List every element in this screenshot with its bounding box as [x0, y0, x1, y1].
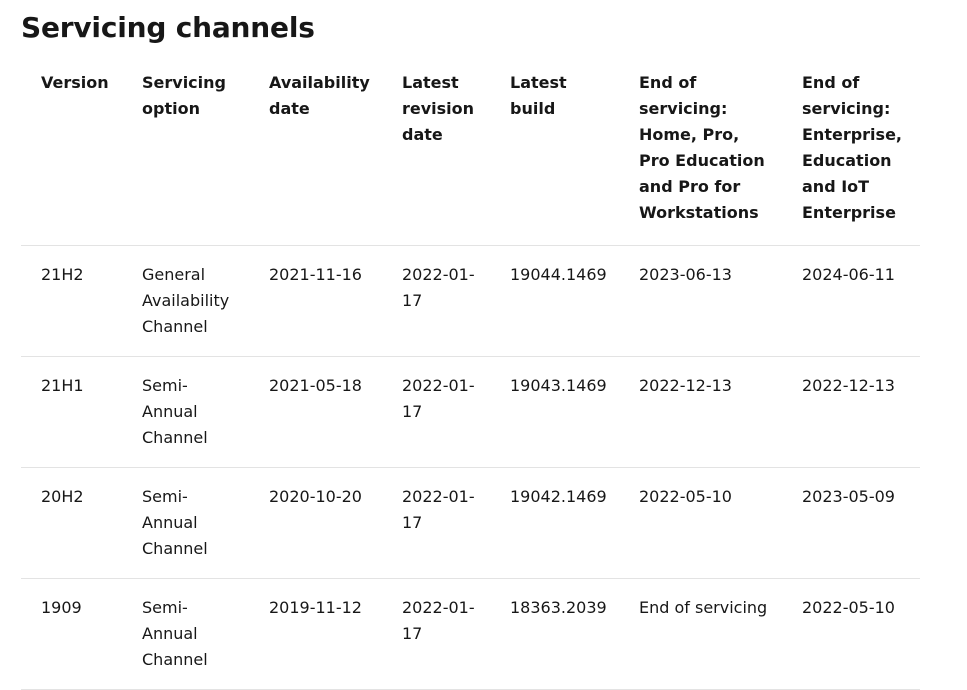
table-header: Version Servicing option Availability da… [21, 67, 920, 246]
cell-latest-build: 19042.1469 [490, 467, 619, 579]
cell-version: 21H1 [21, 356, 122, 468]
table-row: 21H1 Semi-Annual Channel 2021-05-18 2022… [21, 356, 920, 468]
table-row: 21H2 General Availability Channel 2021-1… [21, 245, 920, 357]
cell-end-of-servicing-home-pro: End of servicing [619, 578, 782, 690]
column-header-end-of-servicing-home-pro: End of servicing: Home, Pro, Pro Educati… [619, 67, 782, 246]
cell-servicing-option: Semi-Annual Channel [122, 467, 249, 579]
cell-version: 20H2 [21, 467, 122, 579]
cell-end-of-servicing-home-pro: 2022-05-10 [619, 467, 782, 579]
table-row: 20H2 Semi-Annual Channel 2020-10-20 2022… [21, 467, 920, 579]
cell-servicing-option: General Availability Channel [122, 245, 249, 357]
cell-end-of-servicing-enterprise: 2022-12-13 [782, 356, 920, 468]
cell-latest-revision-date: 2022-01-17 [382, 467, 490, 579]
cell-availability-date: 2021-05-18 [249, 356, 382, 468]
cell-latest-build: 19043.1469 [490, 356, 619, 468]
column-header-end-of-servicing-enterprise: End of servicing: Enterprise, Education … [782, 67, 920, 246]
column-header-availability-date: Availability date [249, 67, 382, 246]
column-header-latest-revision-date: Latest revision date [382, 67, 490, 246]
column-header-version: Version [21, 67, 122, 246]
cell-servicing-option: Semi-Annual Channel [122, 356, 249, 468]
cell-servicing-option: Semi-Annual Channel [122, 578, 249, 690]
servicing-table: Version Servicing option Availability da… [21, 67, 920, 690]
cell-end-of-servicing-home-pro: 2023-06-13 [619, 245, 782, 357]
cell-latest-revision-date: 2022-01-17 [382, 578, 490, 690]
cell-end-of-servicing-enterprise: 2023-05-09 [782, 467, 920, 579]
column-header-latest-build: Latest build [490, 67, 619, 246]
cell-end-of-servicing-home-pro: 2022-12-13 [619, 356, 782, 468]
cell-latest-build: 19044.1469 [490, 245, 619, 357]
table-body: 21H2 General Availability Channel 2021-1… [21, 245, 920, 690]
cell-end-of-servicing-enterprise: 2024-06-11 [782, 245, 920, 357]
cell-end-of-servicing-enterprise: 2022-05-10 [782, 578, 920, 690]
header-row: Version Servicing option Availability da… [21, 67, 920, 246]
cell-availability-date: 2020-10-20 [249, 467, 382, 579]
cell-availability-date: 2021-11-16 [249, 245, 382, 357]
column-header-servicing-option: Servicing option [122, 67, 249, 246]
cell-availability-date: 2019-11-12 [249, 578, 382, 690]
cell-version: 1909 [21, 578, 122, 690]
cell-latest-revision-date: 2022-01-17 [382, 245, 490, 357]
cell-latest-build: 18363.2039 [490, 578, 619, 690]
cell-version: 21H2 [21, 245, 122, 357]
page-title: Servicing channels [21, 11, 315, 44]
cell-latest-revision-date: 2022-01-17 [382, 356, 490, 468]
table-row: 1909 Semi-Annual Channel 2019-11-12 2022… [21, 578, 920, 690]
